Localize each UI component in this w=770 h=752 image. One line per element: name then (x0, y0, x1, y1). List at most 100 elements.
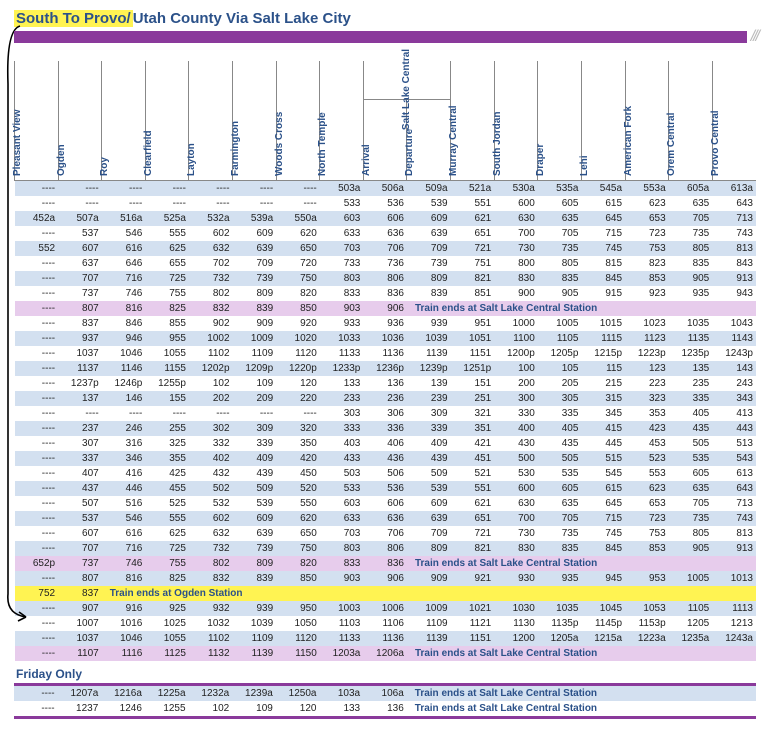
time-cell: 1207a (58, 685, 102, 702)
time-cell: 155 (145, 391, 189, 406)
time-cell: 909 (233, 316, 277, 331)
time-cell: 1043 (712, 316, 756, 331)
table-row: ----737746755802809820833836839851900905… (15, 286, 757, 301)
time-cell: 321 (451, 406, 495, 421)
table-row: ----807816825832839850903906Train ends a… (15, 301, 757, 316)
time-cell: 1233p (320, 361, 364, 376)
time-cell: 446 (102, 481, 146, 496)
time-cell: 903 (320, 571, 364, 586)
time-cell: 1139 (407, 631, 451, 646)
time-cell: 605a (669, 181, 713, 197)
time-cell: ---- (15, 391, 59, 406)
time-cell: 635 (538, 496, 582, 511)
time-cell: 1235a (669, 631, 713, 646)
time-cell: 850 (276, 571, 320, 586)
time-cell: 545 (581, 466, 625, 481)
station-header: Murray Central (451, 61, 495, 181)
time-cell: 425 (145, 466, 189, 481)
time-cell: 309 (407, 406, 451, 421)
time-cell: 1120 (276, 346, 320, 361)
time-cell: 832 (189, 571, 233, 586)
time-cell: 705 (669, 496, 713, 511)
time-cell: 432 (189, 466, 233, 481)
time-cell: 751 (451, 256, 495, 271)
time-cell: 713 (712, 211, 756, 226)
time-cell: 416 (102, 466, 146, 481)
time-cell: ---- (15, 256, 59, 271)
time-cell: 833 (320, 556, 364, 571)
time-cell: 305 (538, 391, 582, 406)
time-cell: 623 (625, 196, 669, 211)
time-cell: 905 (538, 286, 582, 301)
time-cell: 543 (712, 451, 756, 466)
time-cell: 445 (581, 436, 625, 451)
table-row: ----407416425432439450503506509521530535… (15, 466, 757, 481)
friday-only-label: Friday Only (16, 667, 756, 681)
time-cell: ---- (15, 631, 59, 646)
time-cell: 1121 (451, 616, 495, 631)
time-cell: 936 (363, 316, 407, 331)
time-cell: 346 (102, 451, 146, 466)
time-cell: ---- (15, 181, 59, 197)
time-cell: 509 (233, 481, 277, 496)
time-cell: 613a (712, 181, 756, 197)
time-cell: 723 (625, 511, 669, 526)
station-header: Lehi (581, 61, 625, 181)
time-cell: 905 (669, 271, 713, 286)
time-cell: 609 (407, 211, 451, 226)
time-cell: 820 (276, 286, 320, 301)
time-cell: 635 (669, 481, 713, 496)
time-cell: 606 (363, 211, 407, 226)
time-cell: 909 (407, 571, 451, 586)
table-row: ----237246255302309320333336339351400405… (15, 421, 757, 436)
table-row: ----1107111611251132113911501203a1206aTr… (15, 646, 757, 661)
time-cell: 350 (276, 436, 320, 451)
time-cell: 235 (669, 376, 713, 391)
time-cell: 533 (320, 481, 364, 496)
table-row: ----937946955100210091020103310361039105… (15, 331, 757, 346)
time-cell: ---- (58, 181, 102, 197)
time-cell: 903 (320, 301, 364, 316)
time-cell: 537 (58, 226, 102, 241)
time-cell: 643 (712, 196, 756, 211)
time-cell: 1139 (407, 346, 451, 361)
table-row: ----103710461055110211091120113311361139… (15, 631, 757, 646)
time-cell: 839 (407, 286, 451, 301)
time-cell: 1109 (233, 346, 277, 361)
time-cell: ---- (15, 511, 59, 526)
time-cell: 513 (712, 436, 756, 451)
table-row: ----637646655702709720733736739751800805… (15, 256, 757, 271)
time-cell: 655 (145, 256, 189, 271)
time-cell: 1133 (320, 631, 364, 646)
time-cell: 336 (363, 421, 407, 436)
time-cell: 620 (276, 511, 320, 526)
table-row: ----707716725732739750803806809821830835… (15, 541, 757, 556)
time-cell: 532a (189, 211, 233, 226)
time-cell: ---- (102, 406, 146, 421)
time-cell: 1109 (407, 616, 451, 631)
time-cell: 1116 (102, 646, 146, 661)
time-cell: 539 (407, 196, 451, 211)
time-cell: 1150 (276, 646, 320, 661)
time-cell: 1006 (363, 601, 407, 616)
time-cell: 830 (494, 541, 538, 556)
title-rest: Utah County Via Salt Lake City (133, 10, 351, 27)
time-cell: 907 (58, 601, 102, 616)
time-cell: 653 (625, 496, 669, 511)
time-cell: 839 (233, 571, 277, 586)
time-cell: 1139 (233, 646, 277, 661)
time-cell: 409 (407, 436, 451, 451)
note-central: Train ends at Salt Lake Central Station (407, 701, 756, 718)
time-cell: 423 (625, 421, 669, 436)
time-cell: 430 (494, 436, 538, 451)
time-cell: 1135 (669, 331, 713, 346)
time-cell: 105 (538, 361, 582, 376)
time-cell: 1113 (712, 601, 756, 616)
time-cell: 806 (363, 271, 407, 286)
table-row: ----907916925932939950100310061009102110… (15, 601, 757, 616)
time-cell: 339 (407, 421, 451, 436)
station-header: Departure (407, 100, 451, 181)
time-cell: 615 (581, 481, 625, 496)
time-cell: 1136 (363, 346, 407, 361)
time-cell: 1013 (712, 571, 756, 586)
